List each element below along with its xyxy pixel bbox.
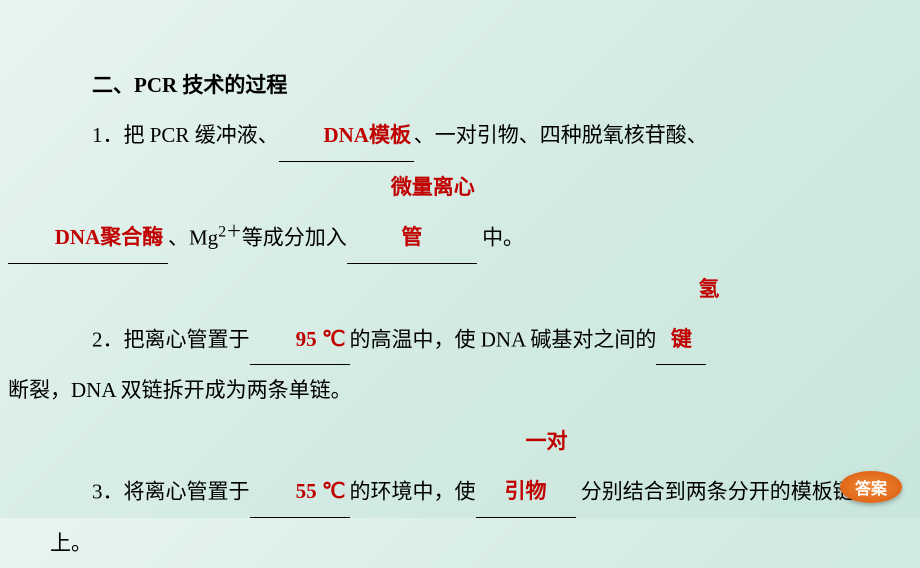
blank-2-1: 95 ℃ xyxy=(250,314,350,365)
item1-text-d: 等成分加入 xyxy=(242,225,347,249)
fill-1-3: 微量离心管 xyxy=(391,175,475,249)
fill-2-2: 氢键 xyxy=(671,277,720,351)
item1-text-a: 1．把 PCR 缓冲液、 xyxy=(92,123,279,147)
blank-1-3: 微量离心管 xyxy=(347,162,477,264)
blank-1-1: DNA模板 xyxy=(279,110,414,161)
answer-button-label: 答案 xyxy=(855,475,887,499)
fill-2-1: 95 ℃ xyxy=(296,327,346,351)
fill-1-2: DNA聚合酶 xyxy=(55,225,164,249)
item3-text-b: 的环境中，使 xyxy=(350,479,476,503)
blank-2-2: 氢键 xyxy=(656,264,706,366)
slide-content: 二、PCR 技术的过程 1．把 PCR 缓冲液、 DNA模板、一对引物、四种脱氧核… xyxy=(0,0,920,568)
item2-text-b: 的高温中，使 DNA 碱基对之间的 xyxy=(350,327,657,351)
fill-1-1: DNA模板 xyxy=(323,123,411,147)
item-2: 2．把离心管置于95 ℃的高温中，使 DNA 碱基对之间的氢键断裂，DNA 双链… xyxy=(50,264,870,416)
answer-button[interactable]: 答案 xyxy=(840,471,902,503)
item2-text-a: 2．把离心管置于 xyxy=(92,327,250,351)
item-3: 3．将离心管置于55 ℃的环境中，使一对引物 分别结合到两条分开的模板链上。 xyxy=(50,416,870,568)
blank-1-2: DNA聚合酶 xyxy=(8,212,168,263)
item2-text-c: 断裂，DNA 双链拆开成为两条单链。 xyxy=(8,378,352,402)
item1-text-e: 中。 xyxy=(477,225,524,249)
item-1: 1．把 PCR 缓冲液、 DNA模板、一对引物、四种脱氧核苷酸、 DNA聚合酶、Mg… xyxy=(50,110,870,263)
fill-3-1: 55 ℃ xyxy=(296,479,346,503)
item3-text-a: 3．将离心管置于 xyxy=(92,479,250,503)
item1-text-b: 、一对引物、四种脱氧核苷酸、 xyxy=(414,123,708,147)
blank-3-1: 55 ℃ xyxy=(250,466,350,517)
blank-3-2: 一对引物 xyxy=(476,416,576,518)
section-heading: 二、PCR 技术的过程 xyxy=(50,60,870,110)
fill-3-2: 一对引物 xyxy=(505,429,568,503)
item1-text-c: 、Mg xyxy=(168,225,218,249)
item1-superscript: 2＋ xyxy=(218,223,242,240)
